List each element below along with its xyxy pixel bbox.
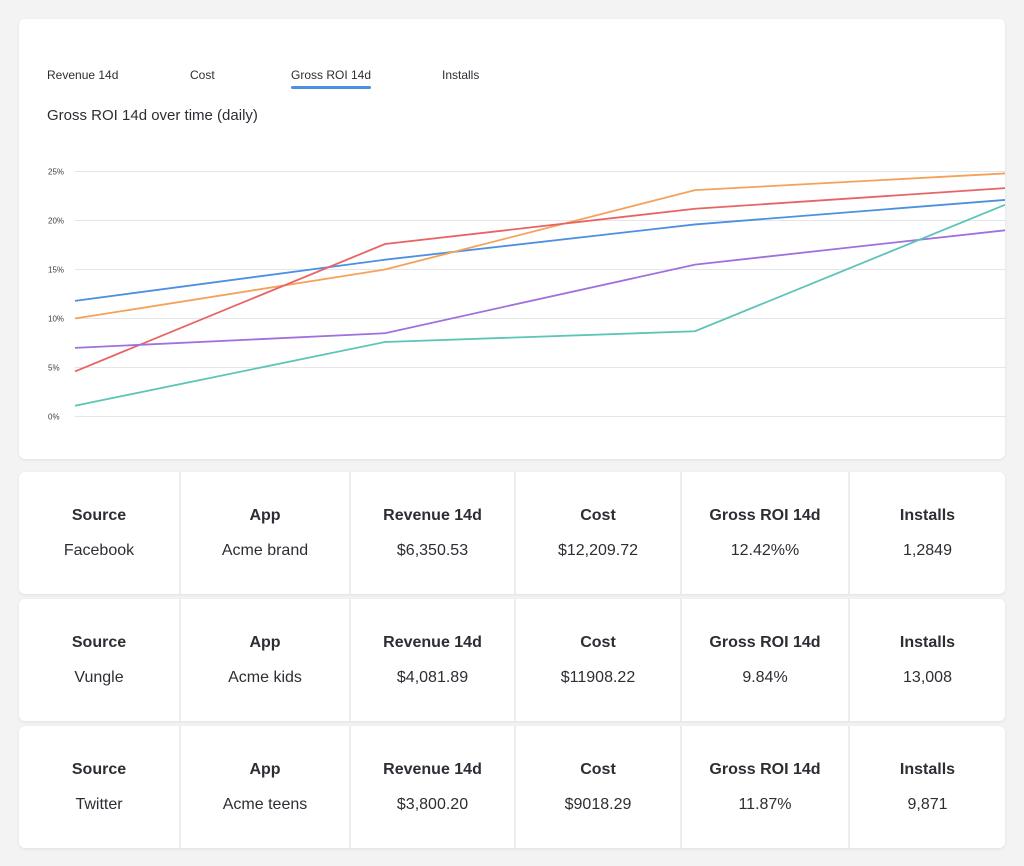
column-header-app: App: [249, 633, 281, 651]
cell-cost: Cost $12,209.72: [516, 472, 682, 594]
column-header-cost: Cost: [580, 760, 616, 778]
y-tick-label: 10%: [48, 315, 64, 324]
column-header-installs: Installs: [899, 633, 956, 651]
line-chart: 0% 5% 10% 15% 20% 25%: [48, 168, 1005, 422]
cell-app: App Acme teens: [181, 726, 351, 848]
cell-gross-roi-14d: Gross ROI 14d 9.84%: [682, 599, 850, 721]
cell-value-source: Vungle: [74, 668, 124, 686]
y-tick-label: 20%: [48, 217, 64, 226]
cell-value-gross-roi-14d: 11.87%: [738, 795, 792, 813]
cell-revenue-14d: Revenue 14d $6,350.53: [351, 472, 516, 594]
y-tick-label: 0%: [48, 413, 60, 422]
column-header-app: App: [249, 506, 281, 524]
cell-installs: Installs 9,871: [850, 726, 1005, 848]
series-line-3: [74, 187, 1005, 373]
metric-tabs: Revenue 14d Cost Gross ROI 14d Installs: [19, 19, 1005, 99]
tab-gross-roi-14d[interactable]: Gross ROI 14d: [291, 68, 372, 89]
column-header-revenue-14d: Revenue 14d: [383, 506, 482, 524]
y-tick-label: 5%: [48, 364, 60, 373]
cell-gross-roi-14d: Gross ROI 14d 12.42%%: [682, 472, 850, 594]
cell-app: App Acme kids: [181, 599, 351, 721]
column-header-gross-roi-14d: Gross ROI 14d: [709, 506, 821, 524]
series-line-2: [74, 172, 1005, 320]
cell-value-cost: $11908.22: [560, 668, 636, 686]
tab-revenue-14d[interactable]: Revenue 14d: [47, 68, 119, 82]
table-row: Source Vungle App Acme kids Revenue 14d $4,08…: [19, 599, 1005, 721]
column-header-installs: Installs: [899, 760, 956, 778]
column-header-source: Source: [71, 760, 127, 778]
cell-value-revenue-14d: $6,350.53: [396, 541, 469, 559]
cell-revenue-14d: Revenue 14d $3,800.20: [351, 726, 516, 848]
cell-value-cost: $12,209.72: [557, 541, 639, 559]
column-header-installs: Installs: [899, 506, 956, 524]
cell-revenue-14d: Revenue 14d $4,081.89: [351, 599, 516, 721]
table-row: Source Facebook App Acme brand Revenue 14d $6…: [19, 472, 1005, 594]
table-row: Source Twitter App Acme teens Revenue 14d $3,…: [19, 726, 1005, 848]
tab-installs[interactable]: Installs: [442, 68, 480, 82]
column-header-revenue-14d: Revenue 14d: [383, 760, 482, 778]
cell-value-gross-roi-14d: 9.84%: [742, 668, 788, 686]
cell-installs: Installs 1,2849: [850, 472, 1005, 594]
cell-value-app: Acme teens: [222, 795, 308, 813]
series-line-4: [74, 229, 1005, 349]
cell-source: Source Vungle: [19, 599, 181, 721]
cell-source: Source Facebook: [19, 472, 181, 594]
cell-value-app: Acme kids: [228, 668, 302, 686]
cell-value-revenue-14d: $4,081.89: [396, 668, 469, 686]
cell-value-gross-roi-14d: 12.42%%: [730, 541, 800, 559]
cell-cost: Cost $9018.29: [516, 726, 682, 848]
chart-title: Gross ROI 14d over time (daily): [47, 107, 258, 124]
tab-cost[interactable]: Cost: [190, 68, 215, 82]
cell-value-source: Twitter: [75, 795, 123, 813]
series-line-1: [74, 199, 1005, 302]
column-header-source: Source: [71, 506, 127, 524]
cell-value-cost: $9018.29: [564, 795, 632, 813]
column-header-revenue-14d: Revenue 14d: [383, 633, 482, 651]
cell-source: Source Twitter: [19, 726, 181, 848]
cell-gross-roi-14d: Gross ROI 14d 11.87%: [682, 726, 850, 848]
cell-installs: Installs 13,008: [850, 599, 1005, 721]
cell-value-source: Facebook: [63, 541, 135, 559]
column-header-cost: Cost: [580, 633, 616, 651]
chart-card: Revenue 14d Cost Gross ROI 14d Installs …: [19, 19, 1005, 459]
column-header-cost: Cost: [580, 506, 616, 524]
column-header-app: App: [249, 760, 281, 778]
cell-value-installs: 9,871: [907, 795, 948, 813]
column-header-source: Source: [71, 633, 127, 651]
cell-value-installs: 13,008: [903, 668, 952, 686]
series-line-5: [74, 203, 1005, 407]
column-header-gross-roi-14d: Gross ROI 14d: [709, 760, 821, 778]
y-tick-label: 15%: [48, 266, 64, 275]
y-tick-label: 25%: [48, 168, 64, 177]
cell-app: App Acme brand: [181, 472, 351, 594]
column-header-gross-roi-14d: Gross ROI 14d: [709, 633, 821, 651]
cell-cost: Cost $11908.22: [516, 599, 682, 721]
cell-value-revenue-14d: $3,800.20: [396, 795, 469, 813]
cell-value-installs: 1,2849: [903, 541, 952, 559]
cell-value-app: Acme brand: [221, 541, 309, 559]
